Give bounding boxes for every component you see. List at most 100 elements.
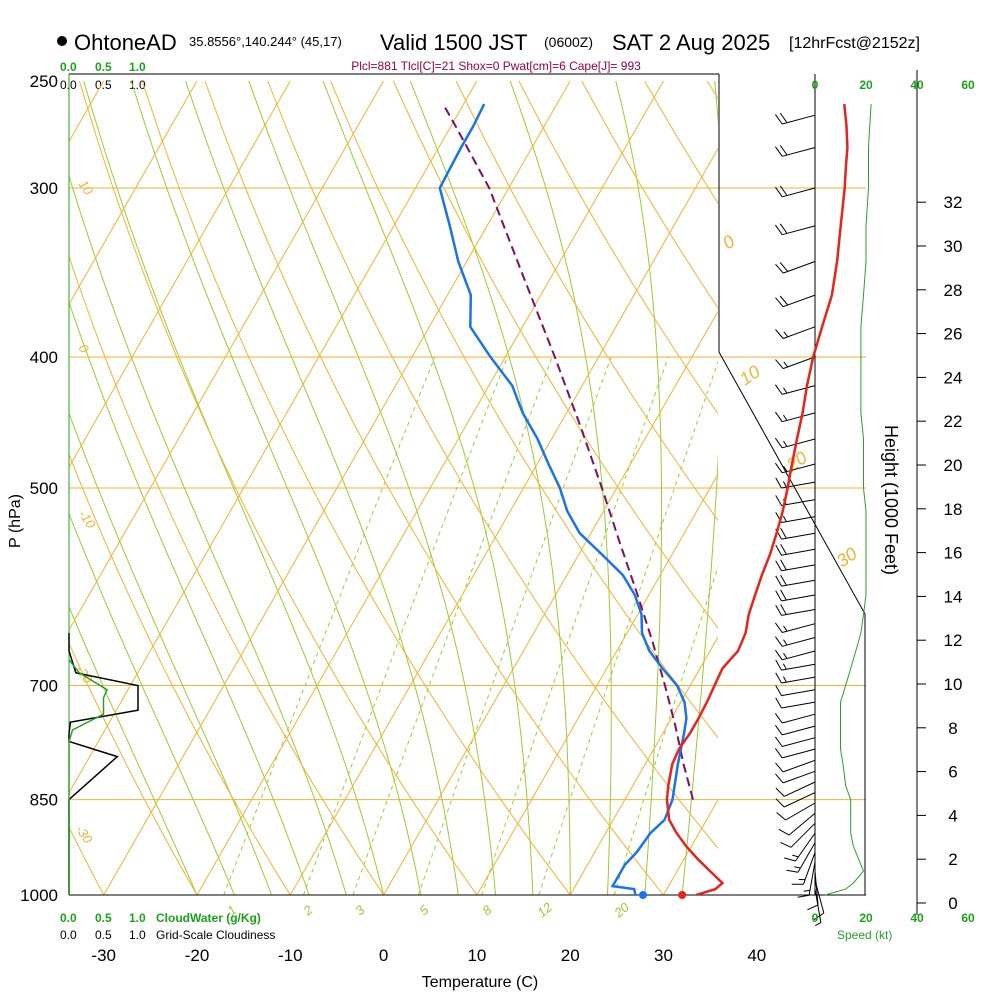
height-tick-26: 26 <box>944 325 963 344</box>
wind-barb <box>774 185 816 198</box>
moist-adiabat-8 <box>185 80 459 895</box>
site-marker-icon <box>57 36 67 46</box>
isotherm--90 <box>0 81 10 895</box>
mixing-ratio-2 <box>303 356 508 895</box>
moist-adiabat--4 <box>69 174 347 895</box>
pressure-tick-500: 500 <box>30 479 58 498</box>
mixing-ratio-label: 8 <box>479 902 495 919</box>
height-tick-12: 12 <box>944 631 963 650</box>
temperature-tick--30: -30 <box>91 946 116 965</box>
temperature-tick-10: 10 <box>467 946 486 965</box>
wind-barb <box>774 748 816 759</box>
temperature-tick-40: 40 <box>747 946 766 965</box>
cloud-water-line <box>68 659 108 895</box>
mixing-ratio-label: 3 <box>352 902 368 919</box>
height-tick-24: 24 <box>944 368 963 387</box>
mixing-ratio-20 <box>613 565 718 895</box>
isotherm-lines <box>0 80 1000 895</box>
dry-adiabat--20 <box>69 642 198 895</box>
isotherm--30 <box>103 80 571 895</box>
x-axis-title: Temperature (C) <box>422 974 538 991</box>
wind-tick-top-0: 0 <box>812 78 819 92</box>
wind-barb <box>775 543 816 556</box>
wind-barb <box>778 812 816 836</box>
height-tick-14: 14 <box>944 587 963 606</box>
wind-barb <box>775 477 816 489</box>
isotherm--50 <box>69 80 384 631</box>
isotherm-0 <box>383 310 718 895</box>
dewpoint-line <box>438 103 688 895</box>
wind-barb <box>774 112 816 125</box>
height-tick-8: 8 <box>948 719 957 738</box>
wind-barb <box>775 589 816 602</box>
wind-barb <box>774 462 816 474</box>
temperature-tick--10: -10 <box>278 946 303 965</box>
cloudiness-title: Grid-Scale Cloudiness <box>156 928 275 942</box>
wind-barb <box>775 356 816 370</box>
surface-temperature-marker <box>678 891 687 899</box>
y-axis-title: P (hPa) <box>7 494 24 548</box>
dry-adiabat-label: 30 <box>833 543 861 571</box>
isotherm-label: 0 <box>76 341 93 356</box>
wind-barb <box>774 411 816 423</box>
wind-barb <box>774 713 816 724</box>
pressure-tick-1000: 1000 <box>20 886 58 905</box>
isotherm--20 <box>196 80 664 895</box>
moist-adiabat-24 <box>509 80 612 895</box>
wind-barb <box>780 822 816 848</box>
isotherm-10 <box>476 473 718 895</box>
wind-tick-bottom-40: 40 <box>910 911 924 925</box>
mixing-ratio-label: 20 <box>611 899 633 921</box>
wind-barb <box>775 559 816 572</box>
wind-barb <box>774 622 816 633</box>
moist-adiabat--20 <box>69 605 198 895</box>
bottom-scale-green-1: 0.5 <box>95 911 112 925</box>
isotherm-label: 10 <box>76 177 97 198</box>
height-tick-30: 30 <box>944 237 963 256</box>
dry-adiabat-40 <box>267 80 718 850</box>
isotherm-label: -10 <box>76 507 100 532</box>
isotherm--40 <box>69 80 478 794</box>
height-tick-28: 28 <box>944 281 963 300</box>
height-tick-0: 0 <box>948 894 957 913</box>
wind-barb <box>775 770 816 784</box>
bottom-scale-black-2: 1.0 <box>129 928 146 942</box>
wind-barb <box>775 685 816 697</box>
dry-adiabat--10 <box>69 452 291 895</box>
dry-adiabat-10 <box>78 80 478 895</box>
wind-barb <box>775 527 816 540</box>
valid-time-zulu: (0600Z) <box>544 34 593 50</box>
temperature-tick--20: -20 <box>185 946 210 965</box>
temperature-line <box>665 103 849 895</box>
mixing-ratio-8 <box>481 356 669 895</box>
wind-barb <box>775 604 816 616</box>
moist-adiabat-16 <box>322 80 534 895</box>
wind-barb <box>774 145 816 157</box>
dry-adiabat-60 <box>392 80 718 630</box>
moist-adiabat-0 <box>83 80 385 895</box>
pressure-tick-850: 850 <box>30 791 58 810</box>
sounding-params: Plcl=881 Tlcl[C]=21 Shox=0 Pwat[cm]=6 Ca… <box>351 59 641 73</box>
wind-barb <box>775 697 816 709</box>
wind-barb <box>775 792 816 808</box>
wind-barb <box>786 842 816 873</box>
top-scale-black-1: 0.5 <box>95 78 112 92</box>
isotherm-50 <box>850 81 1000 895</box>
dry-adiabat-label: 0 <box>719 231 739 253</box>
pressure-tick-250: 250 <box>30 72 58 91</box>
moist-adiabat-4 <box>130 80 422 895</box>
wind-barb <box>784 832 816 862</box>
wind-barb <box>774 636 816 647</box>
temperature-tick-30: 30 <box>654 946 673 965</box>
height-tick-6: 6 <box>948 763 957 782</box>
pressure-tick-700: 700 <box>30 677 58 696</box>
isotherm--10 <box>289 147 718 895</box>
wind-speed-title: Speed (kt) <box>837 928 892 942</box>
height-tick-22: 22 <box>944 412 963 431</box>
wind-barb <box>807 870 819 911</box>
wind-speed-line <box>825 103 872 896</box>
height-axis-title: Height (1000 Feet) <box>881 425 901 575</box>
temperature-tick-0: 0 <box>379 946 388 965</box>
